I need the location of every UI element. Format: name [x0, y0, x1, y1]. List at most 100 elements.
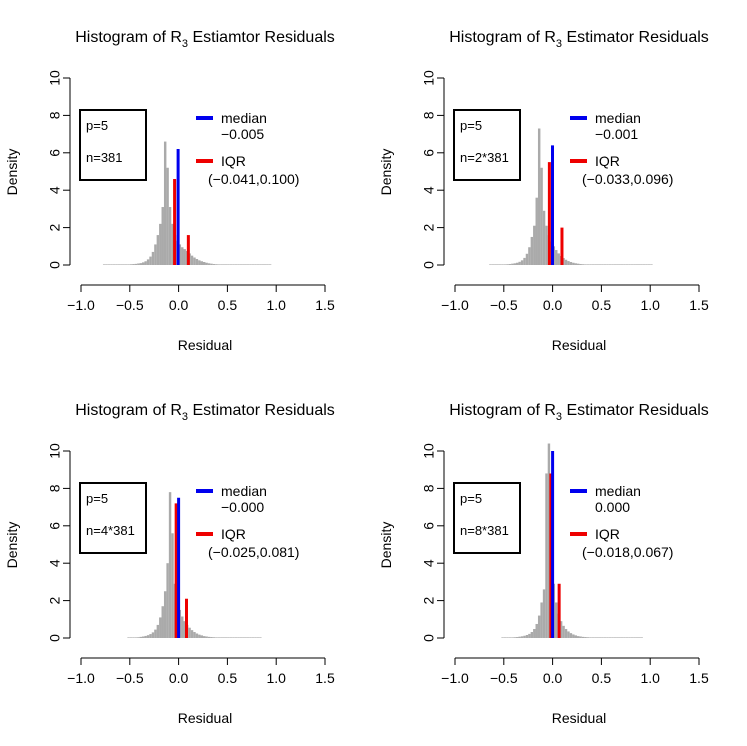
histogram-bar	[237, 637, 240, 638]
x-axis-label: Residual	[552, 337, 606, 353]
histogram-bar	[127, 264, 130, 265]
histogram-bar	[156, 235, 160, 265]
histogram-bar	[205, 636, 208, 638]
histogram-bar	[232, 637, 235, 638]
marker-lines	[174, 497, 189, 638]
histogram-bar	[608, 264, 612, 265]
x-tick-label: 0.0	[543, 297, 563, 313]
histogram-bar	[227, 637, 230, 638]
histogram-bar	[105, 264, 108, 265]
histogram-bar	[188, 627, 191, 638]
histogram-bar	[112, 264, 116, 265]
histogram-bar	[229, 637, 233, 638]
y-tick-label: 0	[47, 634, 63, 642]
histogram-bar	[198, 634, 201, 638]
histogram-bar	[181, 616, 184, 638]
legend-median-value: −0.000	[221, 499, 264, 515]
histogram-bar	[623, 637, 626, 638]
histogram-bar	[251, 637, 255, 638]
info-box: p=5 n=2*381	[453, 109, 521, 181]
histogram-bar	[132, 264, 135, 265]
histogram-bar	[251, 264, 255, 265]
histogram-bar	[132, 637, 135, 638]
info-box-p: p=5	[460, 118, 482, 133]
histogram-bar	[586, 637, 590, 638]
legend: median −0.000 IQR (−0.025,0.081)	[196, 483, 299, 560]
y-axis-label: Density	[4, 522, 20, 569]
histogram-bar	[190, 630, 194, 638]
histogram-bar	[207, 263, 211, 265]
info-box: p=5 n=381	[79, 109, 147, 181]
histogram-bar	[623, 264, 626, 265]
chart-title: Histogram of R3 Estimator Residuals	[449, 29, 709, 50]
histogram-bar	[506, 264, 509, 265]
panel-top-right: Histogram of R3 Estimator Residuals Dens…	[378, 29, 709, 353]
histogram-bar	[591, 637, 595, 638]
histogram-bar	[232, 264, 235, 265]
histogram-bar	[193, 257, 196, 265]
histogram-bar	[205, 262, 208, 265]
histogram-bar	[256, 264, 260, 265]
histogram-bar	[535, 197, 538, 265]
x-axis: −1.0 −0.5 0.0 0.5 1.0 1.5	[67, 284, 335, 313]
histogram-bar	[261, 264, 264, 265]
x-tick-label: 1.5	[315, 297, 335, 313]
histogram-bar	[603, 637, 607, 638]
histogram-bar	[511, 637, 514, 638]
histogram-bar	[183, 621, 186, 638]
info-box-p: p=5	[86, 491, 108, 506]
x-tick-label: −1.0	[67, 670, 95, 686]
legend-median-label: median	[595, 110, 641, 126]
histogram-bar	[183, 249, 186, 265]
histogram-bar	[596, 637, 599, 638]
x-tick-label: −1.0	[67, 297, 95, 313]
histogram-bar	[513, 637, 516, 638]
histogram-bar	[161, 606, 164, 638]
histogram-bar	[579, 636, 582, 638]
histogram-bar	[638, 264, 641, 265]
legend-iqr-value: (−0.025,0.081)	[208, 544, 299, 560]
y-axis-label: Density	[4, 149, 20, 196]
legend-iqr-label: IQR	[221, 153, 246, 169]
y-tick-label: 0	[421, 634, 437, 642]
x-axis-label: Residual	[552, 710, 606, 726]
histogram-bar	[523, 635, 526, 638]
histogram-bar	[523, 257, 526, 265]
y-axis: 0 2 4 6 8 10	[421, 70, 445, 269]
histogram-bar	[569, 262, 573, 265]
histogram-bar	[142, 636, 145, 638]
histogram-bar	[503, 637, 507, 638]
histogram-bar	[151, 632, 155, 638]
y-tick-label: 4	[47, 186, 63, 194]
histogram-bar	[650, 264, 653, 265]
x-tick-label: 1.5	[689, 297, 709, 313]
histogram-bar	[215, 637, 218, 638]
x-tick-label: 1.5	[315, 670, 335, 686]
histogram-bar	[256, 637, 260, 638]
histogram-bar	[535, 623, 538, 638]
histogram-bar	[239, 637, 243, 638]
histogram-bar	[239, 264, 243, 265]
histogram-bar	[220, 637, 223, 638]
histogram-bar	[178, 244, 182, 265]
y-axis: 0 2 4 6 8 10	[421, 443, 445, 642]
y-axis-label: Density	[378, 522, 394, 569]
histogram-bar	[601, 637, 604, 638]
histogram-bar	[518, 636, 521, 638]
histogram-bar	[635, 264, 638, 265]
histogram-bar	[542, 210, 546, 265]
info-box-border	[453, 109, 521, 181]
histogram-bar	[198, 260, 201, 265]
histogram-bar	[564, 259, 568, 265]
info-box-n: n=2*381	[460, 150, 509, 165]
histogram-bar	[161, 207, 164, 265]
histogram-bar	[149, 634, 152, 638]
y-tick-label: 0	[47, 261, 63, 269]
y-tick-label: 6	[421, 149, 437, 157]
x-axis: −1.0 −0.5 0.0 0.5 1.0 1.5	[67, 657, 335, 686]
y-tick-label: 4	[421, 186, 437, 194]
histogram-bar	[203, 262, 206, 265]
legend-median-value: 0.000	[595, 499, 630, 515]
x-tick-label: −1.0	[441, 297, 469, 313]
histogram-bar	[259, 637, 262, 638]
